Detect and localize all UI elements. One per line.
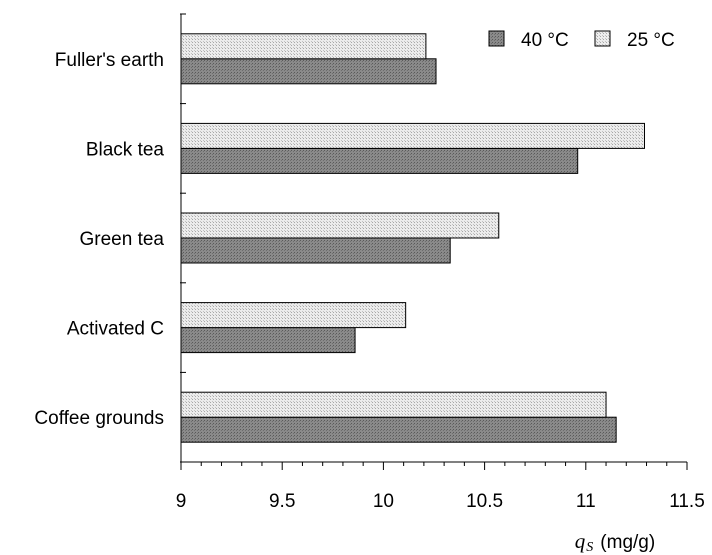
x-axis-label-symbol: q [575, 529, 586, 553]
x-tick-label-9-5: 9.5 [269, 491, 295, 512]
category-label-black-tea: Black tea [86, 139, 165, 160]
category-labels: Fuller's earth Black tea Green tea Activate… [34, 50, 164, 429]
category-label-activated-c: Activated C [67, 319, 164, 340]
bar-activated-c-25c [180, 302, 407, 329]
axes-layer [180, 13, 688, 470]
x-tick-label-11: 11 [576, 491, 596, 512]
category-label-coffee-grounds: Coffee grounds [34, 408, 164, 429]
bar-fuller-s-earth-25c [180, 33, 427, 60]
bar-coffee-grounds-40c [180, 416, 617, 443]
legend-swatch-25c [594, 30, 611, 47]
bar-black-tea-40c [180, 147, 579, 174]
legend-swatch-40c [488, 30, 505, 47]
x-tick-labels: 9 9.5 10 10.5 11 11.5 [176, 491, 705, 512]
x-axis-label-unit: (mg/g) [600, 532, 655, 553]
x-axis-label: qS (mg/g) [575, 529, 655, 555]
x-tick-label-10: 10 [373, 491, 394, 512]
bar-activated-c-40c [180, 327, 356, 354]
bar-black-tea-25c [180, 122, 645, 149]
x-tick-label-11-5: 11.5 [669, 491, 705, 512]
bar-green-tea-40c [180, 237, 451, 264]
bars-layer [180, 33, 645, 443]
legend-label-40c: 40 °C [521, 30, 569, 51]
category-label-fuller-s-earth: Fuller's earth [55, 50, 164, 71]
legend: 40 °C 25 °C [488, 30, 675, 51]
legend-label-25c: 25 °C [627, 30, 675, 51]
x-tick-label-10-5: 10.5 [466, 491, 503, 512]
x-axis-label-subscript: S [586, 540, 593, 555]
x-tick-label-9: 9 [176, 491, 187, 512]
bar-fuller-s-earth-40c [180, 58, 437, 85]
bar-coffee-grounds-25c [180, 391, 607, 418]
bar-green-tea-25c [180, 212, 500, 239]
category-label-green-tea: Green tea [80, 229, 165, 250]
